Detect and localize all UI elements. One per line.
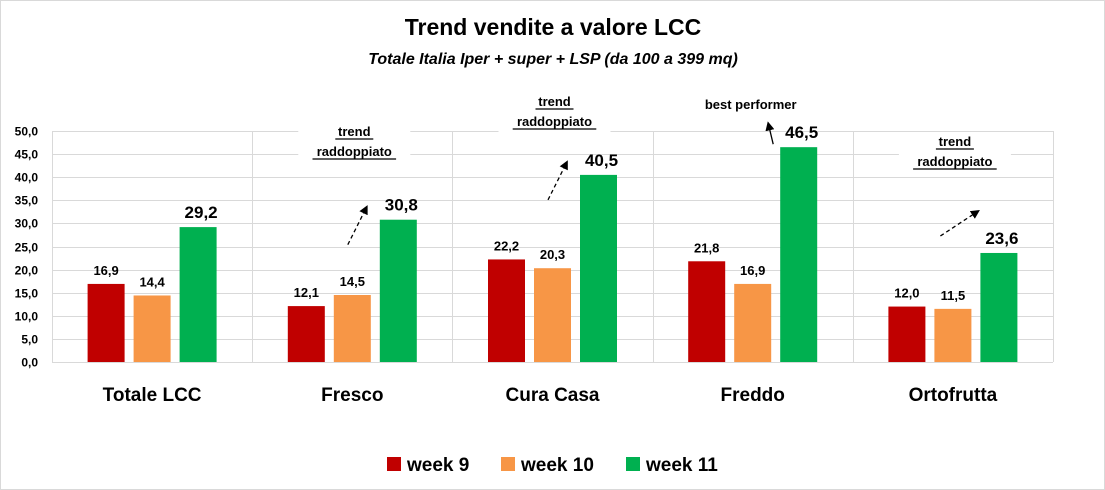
annotation-text: raddoppiato — [917, 154, 992, 169]
legend: week 9 week 10 week 11 — [387, 455, 718, 476]
bar-freddo-week-9 — [688, 261, 726, 362]
data-label: 21,8 — [694, 240, 719, 255]
legend-item-week-10: week 10 — [501, 455, 594, 476]
bar-cura-casa-week-10 — [534, 268, 571, 362]
data-label: 12,1 — [294, 285, 319, 300]
y-tick-label: 10,0 — [15, 310, 39, 324]
bar-ortofrutta-week-10 — [934, 308, 972, 362]
dashed-arrow-icon — [940, 209, 980, 237]
legend-label: week 10 — [520, 455, 594, 476]
bar-fresco-week-11 — [379, 219, 417, 362]
legend-swatch — [501, 457, 515, 471]
y-tick-label: 5,0 — [21, 333, 38, 347]
chart-title: Trend vendite a valore LCC — [405, 14, 702, 40]
legend-item-week-11: week 11 — [626, 455, 718, 476]
bar-fresco-week-10 — [333, 295, 371, 362]
annotation-text: best performer — [705, 97, 797, 112]
y-tick-label: 35,0 — [15, 194, 39, 208]
bar-totale-lcc-week-9 — [87, 283, 125, 362]
arrow-icon — [765, 121, 775, 145]
bars — [87, 147, 1018, 362]
data-label: 29,2 — [185, 203, 218, 222]
chart-subtitle: Totale Italia Iper + super + LSP (da 100… — [368, 51, 738, 68]
legend-label: week 11 — [645, 455, 718, 476]
x-category-label: Cura Casa — [506, 385, 600, 406]
annotation-text: raddoppiato — [517, 114, 592, 129]
bar-totale-lcc-week-11 — [179, 227, 217, 362]
data-label: 14,5 — [340, 274, 365, 289]
bar-fresco-week-9 — [287, 306, 325, 362]
annotation-box — [690, 95, 811, 119]
dashed-arrow-icon — [547, 160, 568, 201]
data-labels: 16,9 14,4 29,2 12,1 14,5 30,8 22,2 20,3 40,5 21,8… — [93, 123, 1018, 303]
data-label: 16,9 — [93, 263, 118, 278]
bar-freddo-week-10 — [734, 283, 772, 362]
y-axis-ticks: 0,0 5,0 10,0 15,0 20,0 25,0 30,0 35,0 40,0 45,0 50… — [15, 125, 39, 370]
bar-ortofrutta-week-9 — [888, 306, 926, 362]
data-label: 11,5 — [941, 288, 966, 303]
x-category-label: Freddo — [721, 385, 785, 406]
bar-cura-casa-week-11 — [580, 174, 617, 362]
y-tick-label: 45,0 — [15, 148, 39, 162]
bar-cura-casa-week-9 — [488, 259, 525, 362]
data-label: 12,0 — [894, 286, 919, 301]
y-tick-label: 15,0 — [15, 287, 39, 301]
annotation-text: trend — [338, 124, 371, 139]
legend-label: week 9 — [406, 455, 469, 476]
dashed-arrow-icon — [347, 205, 368, 245]
x-category-label: Fresco — [321, 385, 383, 406]
data-label: 14,4 — [139, 274, 165, 289]
annotation-cura-casa: trend raddoppiato — [498, 92, 611, 201]
y-tick-label: 50,0 — [15, 125, 39, 139]
annotation-ortofrutta: trend raddoppiato — [898, 132, 1011, 237]
data-label: 16,9 — [740, 263, 765, 278]
annotation-freddo: best performer — [690, 95, 811, 145]
legend-item-week-9: week 9 — [387, 455, 469, 476]
annotation-fresco: trend raddoppiato — [298, 122, 411, 245]
legend-swatch — [387, 457, 401, 471]
data-label: 46,5 — [785, 123, 818, 142]
bar-totale-lcc-week-10 — [133, 295, 171, 362]
annotation-text: trend — [538, 94, 571, 109]
data-label: 22,2 — [494, 238, 519, 253]
annotation-text: trend — [939, 134, 972, 149]
y-tick-label: 20,0 — [15, 264, 39, 278]
x-category-label: Totale LCC — [103, 385, 202, 406]
y-tick-label: 40,0 — [15, 171, 39, 185]
x-category-label: Ortofrutta — [909, 385, 998, 406]
annotation-text: raddoppiato — [317, 144, 392, 159]
legend-swatch — [626, 457, 640, 471]
bar-ortofrutta-week-11 — [980, 252, 1018, 362]
y-tick-label: 0,0 — [21, 356, 38, 370]
y-tick-label: 25,0 — [15, 241, 39, 255]
data-label: 23,6 — [985, 229, 1018, 248]
y-tick-label: 30,0 — [15, 217, 39, 231]
data-label: 30,8 — [385, 196, 418, 215]
annotations: trend raddoppiato trend raddoppiato best per… — [298, 92, 1011, 245]
data-label: 20,3 — [540, 247, 565, 262]
data-label: 40,5 — [585, 151, 618, 170]
bar-freddo-week-11 — [780, 147, 818, 362]
x-axis-categories: Totale LCC Fresco Cura Casa Freddo Ortofrutt… — [103, 385, 998, 406]
